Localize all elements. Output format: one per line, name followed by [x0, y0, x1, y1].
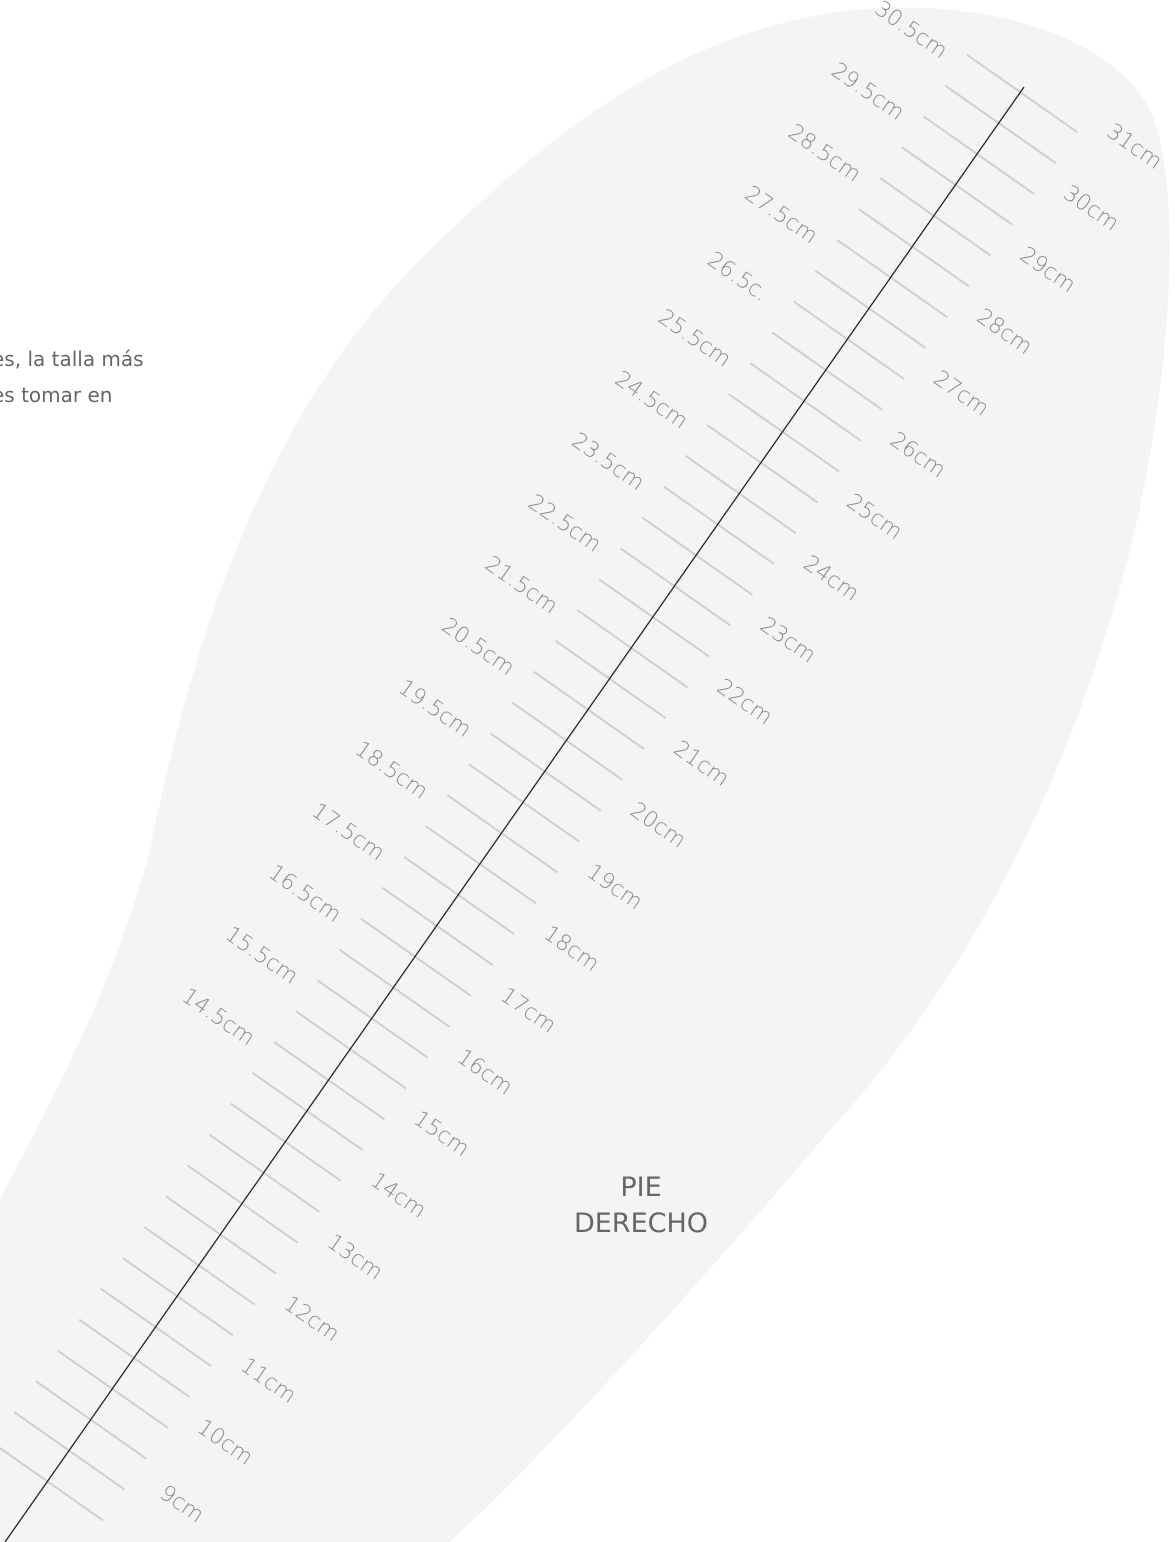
intro-line: es tomar en — [0, 383, 112, 407]
intro-line: es, la talla más — [0, 347, 144, 371]
foot-label: DERECHO — [574, 1208, 708, 1239]
foot-outline — [0, 8, 1170, 1542]
foot-label: PIE — [620, 1172, 661, 1203]
page: es, la talla más es tomar en 31cm30cm29c… — [0, 0, 1175, 1542]
